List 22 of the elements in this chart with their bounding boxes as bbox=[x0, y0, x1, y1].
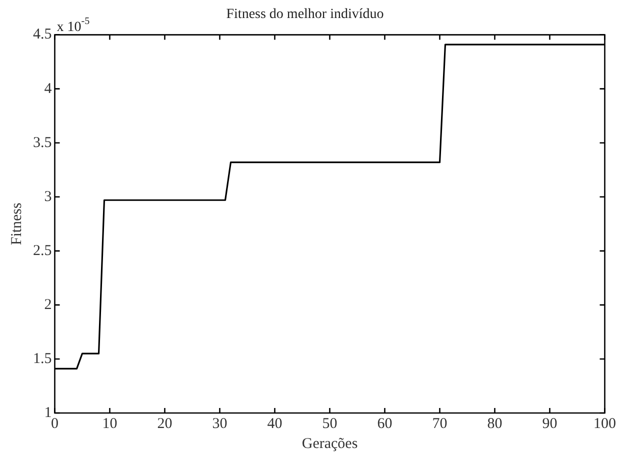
y-axis-title: Fitness bbox=[8, 202, 25, 246]
x-tick-label: 40 bbox=[267, 416, 282, 432]
x-tick-label: 70 bbox=[432, 416, 448, 432]
y-tick-label: 2 bbox=[44, 296, 52, 313]
x-tick-label: 90 bbox=[542, 416, 558, 432]
y-tick-label: 4.5 bbox=[33, 26, 52, 43]
x-tick-label: 60 bbox=[377, 416, 392, 432]
x-tick-label: 0 bbox=[51, 416, 58, 432]
y-tick-label: 3 bbox=[44, 188, 52, 205]
x-tick-label: 80 bbox=[487, 416, 502, 432]
chart-title: Fitness do melhor indivíduo bbox=[226, 7, 384, 22]
x-tick-label: 50 bbox=[322, 416, 338, 432]
x-tick-label: 100 bbox=[594, 416, 616, 432]
y-tick-label: 3.5 bbox=[33, 134, 52, 151]
y-tick-label: 4 bbox=[44, 80, 52, 97]
x-tick-label: 30 bbox=[212, 416, 228, 432]
y-tick-label: 1 bbox=[44, 404, 52, 421]
y-tick-label: 2.5 bbox=[33, 242, 52, 259]
y-tick-label: 1.5 bbox=[33, 350, 52, 367]
x-tick-label: 10 bbox=[102, 416, 118, 432]
x-axis-title: Gerações bbox=[302, 436, 358, 452]
x-tick-label: 20 bbox=[157, 416, 172, 432]
